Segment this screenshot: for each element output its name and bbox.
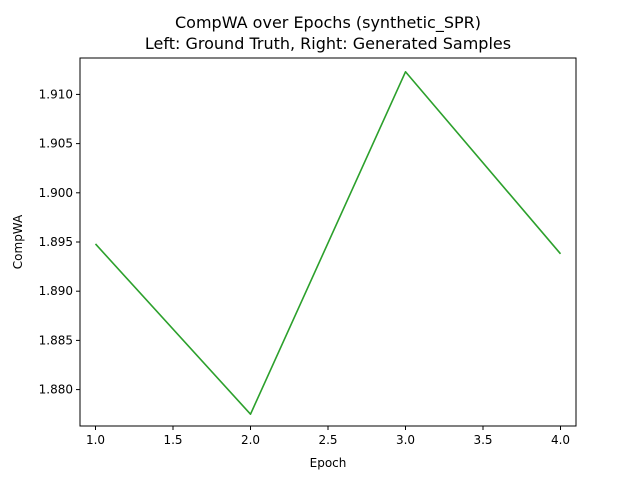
chart-title: CompWA over Epochs (synthetic_SPR)	[175, 13, 481, 33]
y-tick-label: 1.880	[39, 383, 73, 397]
x-tick-label: 4.0	[551, 433, 570, 447]
x-axis-label: Epoch	[310, 456, 347, 470]
x-tick-label: 1.0	[86, 433, 105, 447]
plot-frame	[79, 57, 577, 427]
data-series	[94, 70, 562, 415]
x-tick-label: 2.0	[241, 433, 260, 447]
y-tick-label: 1.900	[39, 186, 73, 200]
y-tick-label: 1.895	[39, 235, 73, 249]
y-tick-label: 1.885	[39, 333, 73, 347]
y-axis-label: CompWA	[11, 214, 25, 269]
y-tick-label: 1.910	[39, 87, 73, 101]
x-tick-label: 3.0	[396, 433, 415, 447]
chart-subtitle: Left: Ground Truth, Right: Generated Sam…	[145, 34, 511, 53]
series-line	[94, 70, 562, 415]
axis-ticks: 1.0 1.5 2.0 2.5 3.0 3.5 4.0 1.880 1.885 1.890 1.89…	[39, 87, 570, 447]
x-tick-label: 1.5	[163, 433, 182, 447]
x-tick-label: 2.5	[318, 433, 337, 447]
y-tick-label: 1.905	[39, 137, 73, 151]
x-tick-label: 3.5	[473, 433, 492, 447]
y-tick-label: 1.890	[39, 284, 73, 298]
